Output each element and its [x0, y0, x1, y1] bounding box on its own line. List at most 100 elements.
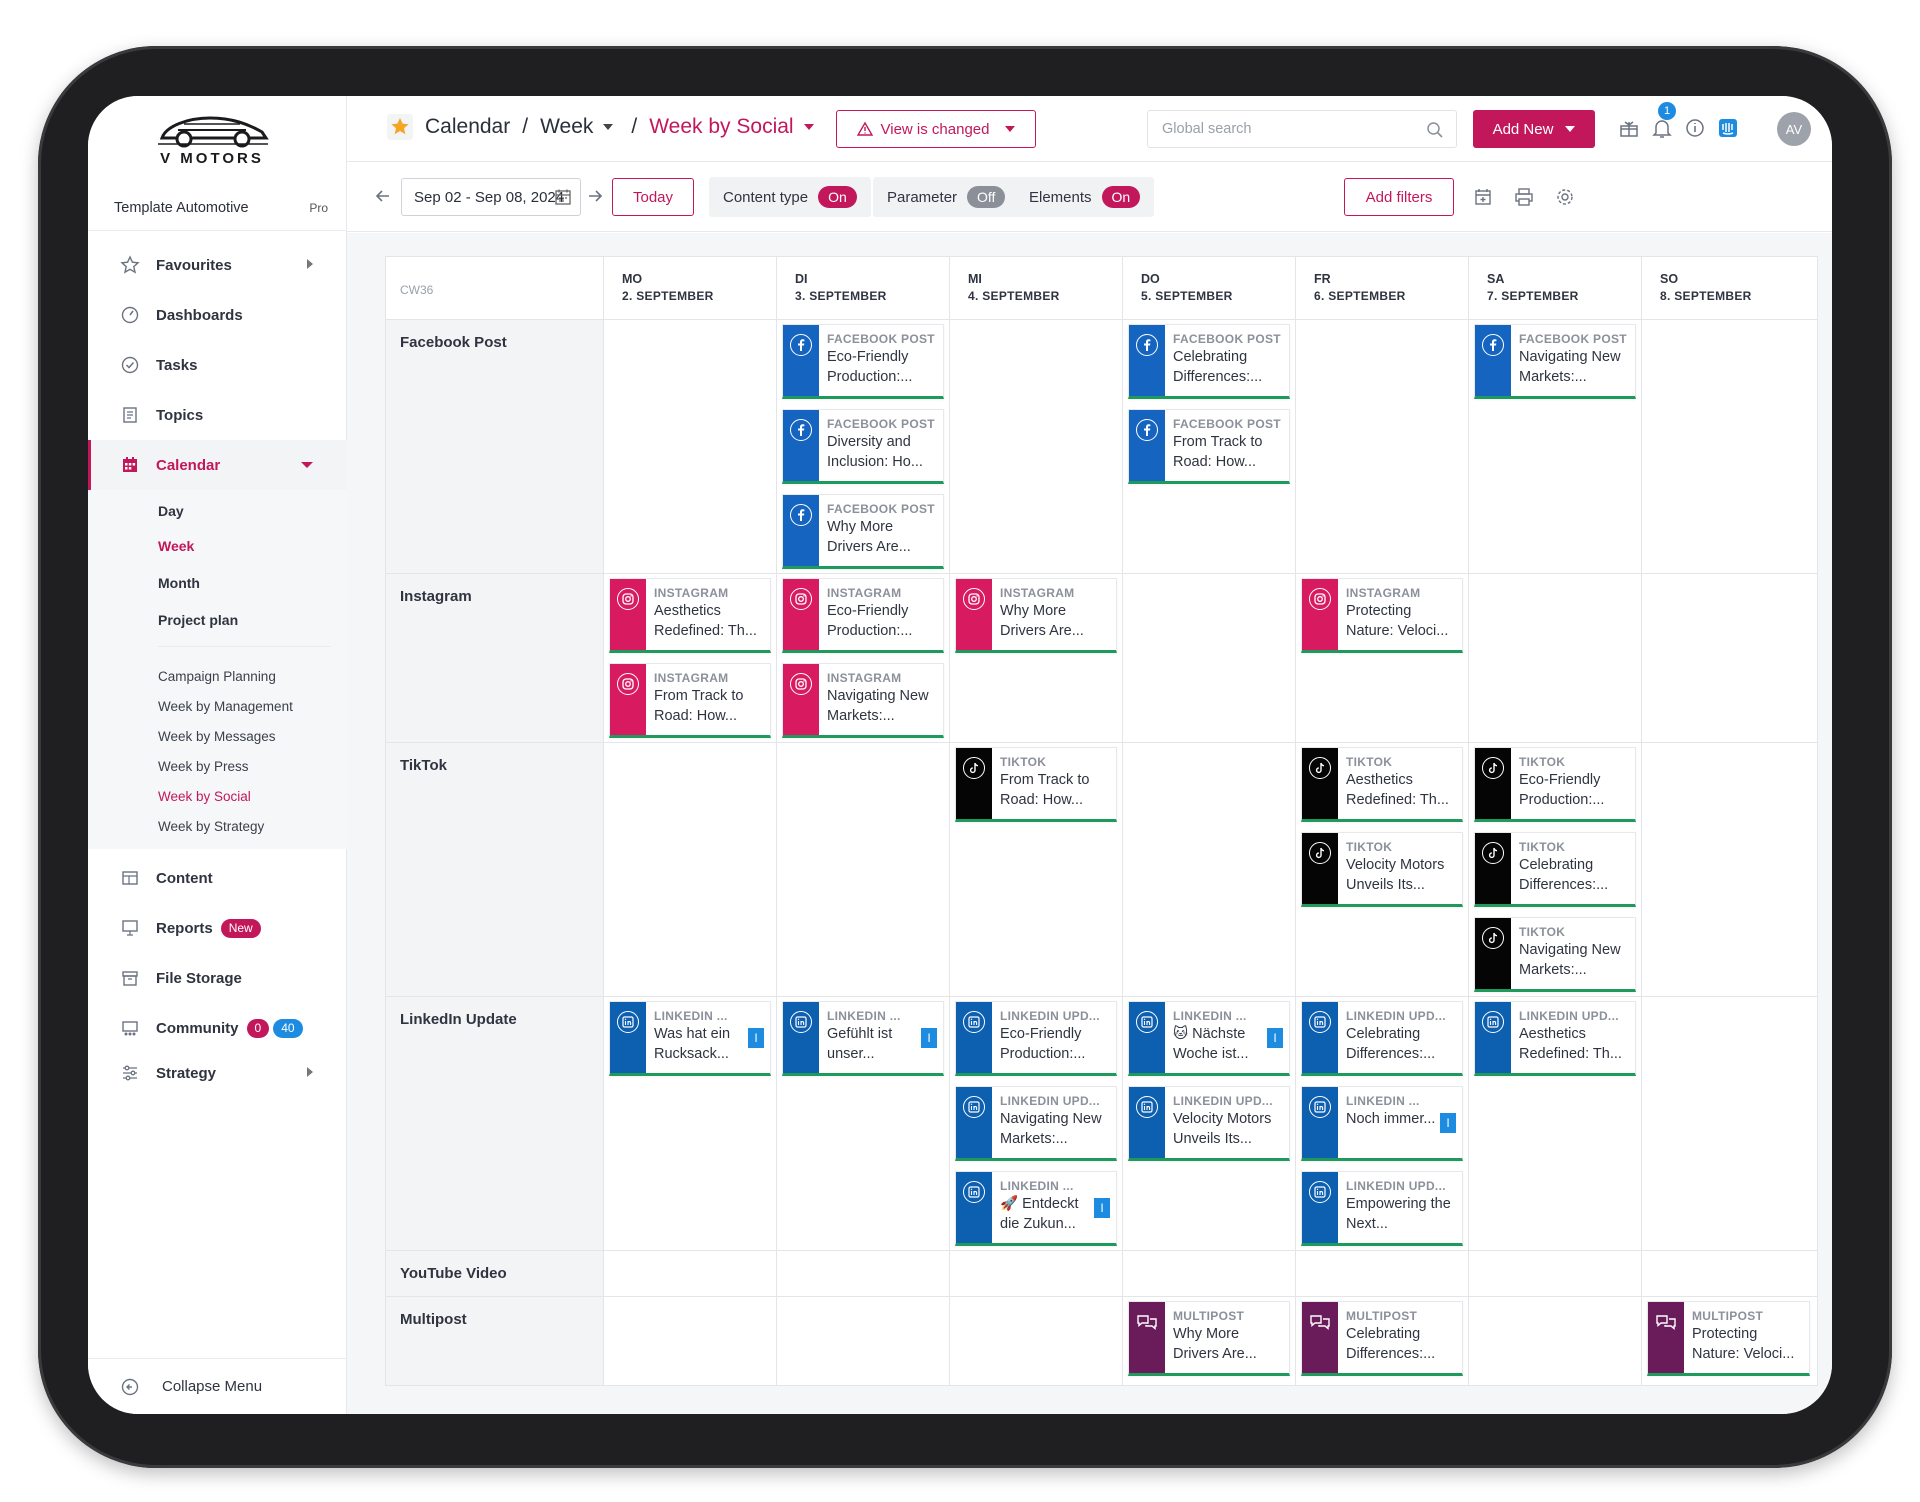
- calendar-view-week[interactable]: Week: [158, 537, 195, 554]
- print-icon[interactable]: [1514, 187, 1534, 207]
- gift-icon[interactable]: [1617, 116, 1641, 140]
- nav-tasks[interactable]: Tasks: [88, 340, 347, 390]
- post-card[interactable]: LINKEDIN UPD... Navigating New Markets:..…: [955, 1086, 1117, 1161]
- post-card[interactable]: LINKEDIN ... 🚀 Entdeckt die Zukun... I: [955, 1171, 1117, 1246]
- post-card[interactable]: INSTAGRAM Aesthetics Redefined: Th...: [609, 578, 771, 653]
- date-range-picker[interactable]: Sep 02 - Sep 08, 2024: [401, 178, 581, 216]
- post-card[interactable]: LINKEDIN ... Was hat ein Rucksack... I: [609, 1001, 771, 1076]
- day-cell[interactable]: [777, 743, 950, 996]
- day-cell[interactable]: [1469, 1297, 1642, 1385]
- day-cell[interactable]: [777, 1251, 950, 1296]
- day-cell[interactable]: [950, 1251, 1123, 1296]
- arrow-right-icon[interactable]: [585, 186, 605, 206]
- post-card[interactable]: LINKEDIN ... Noch immer... I: [1301, 1086, 1463, 1161]
- post-card[interactable]: TIKTOK Celebrating Differences:...: [1474, 832, 1636, 907]
- breadcrumb-calendar[interactable]: Calendar: [425, 115, 511, 138]
- day-cell[interactable]: TIKTOK From Track to Road: How...: [950, 743, 1123, 996]
- favorite-star-icon[interactable]: [387, 114, 413, 140]
- saved-view-week-by-management[interactable]: Week by Management: [158, 698, 293, 714]
- user-avatar[interactable]: AV: [1777, 112, 1811, 146]
- day-cell[interactable]: LINKEDIN ... 🐱 Nächste Woche ist... I LINKE…: [1123, 997, 1296, 1250]
- nav-strategy[interactable]: Strategy: [88, 1053, 347, 1093]
- day-cell[interactable]: INSTAGRAM Protecting Nature: Veloci...: [1296, 574, 1469, 742]
- content-type-toggle[interactable]: Content type On: [709, 177, 871, 217]
- day-cell[interactable]: TIKTOK Eco-Friendly Production:... TIKTOK C…: [1469, 743, 1642, 996]
- nav-topics[interactable]: Topics: [88, 390, 347, 440]
- day-cell[interactable]: FACEBOOK POST Eco-Friendly Production:...…: [777, 320, 950, 573]
- day-cell[interactable]: INSTAGRAM Eco-Friendly Production:... INST…: [777, 574, 950, 742]
- nav-content[interactable]: Content: [88, 853, 347, 903]
- post-card[interactable]: LINKEDIN UPD... Empowering the Next...: [1301, 1171, 1463, 1246]
- info-flag-badge[interactable]: I: [921, 1028, 937, 1048]
- day-cell[interactable]: [950, 1297, 1123, 1385]
- info-flag-badge[interactable]: I: [1094, 1198, 1110, 1218]
- day-cell[interactable]: [1469, 574, 1642, 742]
- today-button[interactable]: Today: [612, 178, 694, 216]
- saved-view-week-by-press[interactable]: Week by Press: [158, 758, 249, 774]
- day-cell[interactable]: [604, 743, 777, 996]
- post-card[interactable]: MULTIPOST Protecting Nature: Veloci...: [1647, 1301, 1810, 1376]
- day-cell[interactable]: [777, 1297, 950, 1385]
- post-card[interactable]: FACEBOOK POST Why More Drivers Are...: [782, 494, 944, 569]
- day-cell[interactable]: LINKEDIN UPD... Celebrating Differences:.…: [1296, 997, 1469, 1250]
- day-cell[interactable]: [1642, 1251, 1815, 1296]
- arrow-left-icon[interactable]: [373, 186, 393, 206]
- nav-dashboards[interactable]: Dashboards: [88, 290, 347, 340]
- nav-community[interactable]: Community 0 40: [88, 1003, 347, 1053]
- post-card[interactable]: TIKTOK From Track to Road: How...: [955, 747, 1117, 822]
- day-cell[interactable]: [1296, 1251, 1469, 1296]
- calendar-view-day[interactable]: Day: [158, 502, 184, 519]
- chevron-down-icon[interactable]: [603, 124, 614, 130]
- nav-calendar[interactable]: Calendar: [88, 440, 347, 490]
- parameter-toggle[interactable]: Parameter Off: [873, 177, 1020, 217]
- post-card[interactable]: INSTAGRAM From Track to Road: How...: [609, 663, 771, 738]
- saved-view-campaign-planning[interactable]: Campaign Planning: [158, 668, 276, 684]
- info-flag-badge[interactable]: I: [1267, 1028, 1283, 1048]
- chevron-down-icon[interactable]: [803, 124, 814, 130]
- settings-gear-icon[interactable]: [1555, 187, 1575, 207]
- saved-view-week-by-messages[interactable]: Week by Messages: [158, 728, 276, 744]
- day-cell[interactable]: INSTAGRAM Why More Drivers Are...: [950, 574, 1123, 742]
- day-cell[interactable]: TIKTOK Aesthetics Redefined: Th... TIKTOK V…: [1296, 743, 1469, 996]
- add-new-button[interactable]: Add New: [1473, 110, 1595, 148]
- collapse-menu-button[interactable]: Collapse Menu: [88, 1358, 347, 1414]
- day-cell[interactable]: [604, 1251, 777, 1296]
- day-cell[interactable]: LINKEDIN UPD... Eco-Friendly Production:.…: [950, 997, 1123, 1250]
- post-card[interactable]: FACEBOOK POST From Track to Road: How...: [1128, 409, 1290, 484]
- global-search[interactable]: [1147, 110, 1457, 148]
- post-card[interactable]: FACEBOOK POST Diversity and Inclusion: Ho…: [782, 409, 944, 484]
- day-cell[interactable]: INSTAGRAM Aesthetics Redefined: Th... INST…: [604, 574, 777, 742]
- day-cell[interactable]: [1642, 574, 1815, 742]
- day-header[interactable]: MI 4. SEPTEMBER: [950, 257, 1123, 319]
- post-card[interactable]: FACEBOOK POST Celebrating Differences:...: [1128, 324, 1290, 399]
- calendar-view-month[interactable]: Month: [158, 574, 200, 591]
- day-cell[interactable]: MULTIPOST Protecting Nature: Veloci...: [1642, 1297, 1815, 1385]
- post-card[interactable]: LINKEDIN UPD... Eco-Friendly Production:.…: [955, 1001, 1117, 1076]
- day-cell[interactable]: [1642, 743, 1815, 996]
- day-cell[interactable]: LINKEDIN ... Was hat ein Rucksack... I: [604, 997, 777, 1250]
- saved-view-week-by-strategy[interactable]: Week by Strategy: [158, 818, 265, 834]
- breadcrumb-week[interactable]: Week: [540, 115, 594, 138]
- search-input[interactable]: [1162, 121, 1412, 137]
- workspace-selector[interactable]: Template Automotive Pro: [114, 188, 328, 228]
- post-card[interactable]: TIKTOK Velocity Motors Unveils Its...: [1301, 832, 1463, 907]
- intercom-chat-icon[interactable]: [1716, 116, 1740, 140]
- day-header[interactable]: SA 7. SEPTEMBER: [1469, 257, 1642, 319]
- post-card[interactable]: LINKEDIN ... Gefühlt ist unser... I: [782, 1001, 944, 1076]
- add-event-icon[interactable]: [1473, 187, 1493, 207]
- post-card[interactable]: INSTAGRAM Why More Drivers Are...: [955, 578, 1117, 653]
- day-cell[interactable]: [1123, 1251, 1296, 1296]
- day-cell[interactable]: [604, 1297, 777, 1385]
- post-card[interactable]: INSTAGRAM Navigating New Markets:...: [782, 663, 944, 738]
- view-changed-button[interactable]: View is changed: [836, 110, 1036, 148]
- day-cell[interactable]: LINKEDIN ... Gefühlt ist unser... I: [777, 997, 950, 1250]
- post-card[interactable]: LINKEDIN UPD... Velocity Motors Unveils I…: [1128, 1086, 1290, 1161]
- brand-logo[interactable]: V MOTORS: [148, 108, 276, 172]
- day-header[interactable]: FR 6. SEPTEMBER: [1296, 257, 1469, 319]
- day-header[interactable]: MO 2. SEPTEMBER: [604, 257, 777, 319]
- day-header[interactable]: DO 5. SEPTEMBER: [1123, 257, 1296, 319]
- day-cell[interactable]: [604, 320, 777, 573]
- post-card[interactable]: TIKTOK Aesthetics Redefined: Th...: [1301, 747, 1463, 822]
- day-cell[interactable]: FACEBOOK POST Celebrating Differences:...…: [1123, 320, 1296, 573]
- info-icon[interactable]: [1683, 116, 1707, 140]
